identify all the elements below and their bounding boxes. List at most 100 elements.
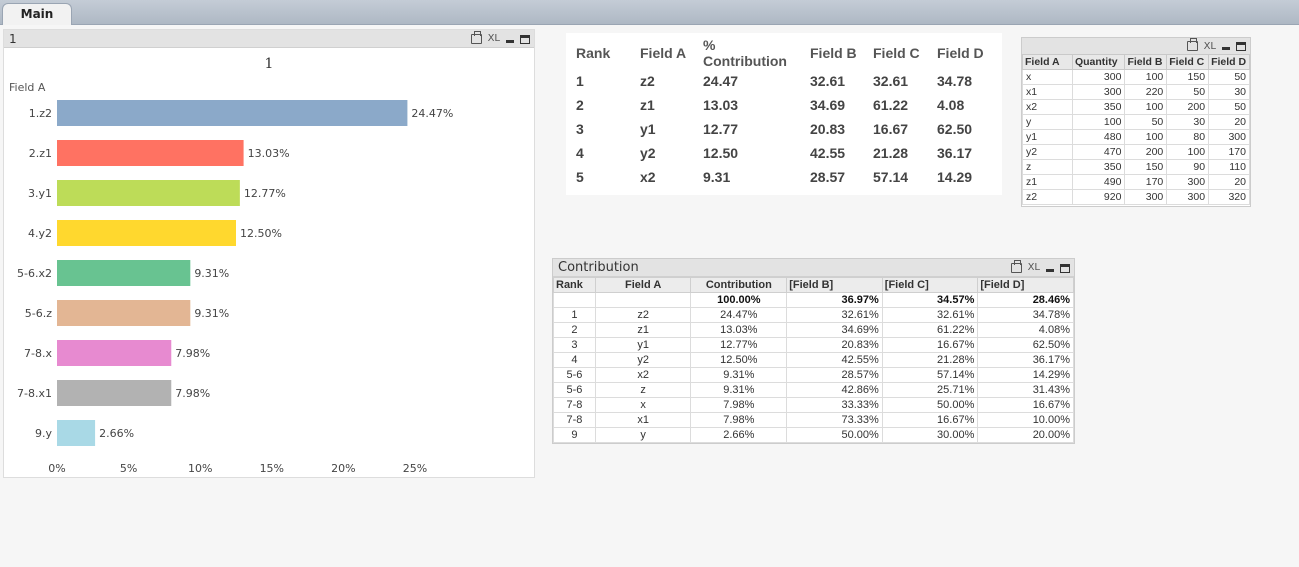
print-icon[interactable] xyxy=(1010,260,1022,273)
column-header[interactable]: [Field B] xyxy=(786,277,883,293)
column-header[interactable]: Field A xyxy=(1022,54,1073,70)
table-row[interactable]: 4 y2 12.50% 42.55% 21.28% 36.17% xyxy=(553,352,1074,368)
column-header[interactable]: Field A xyxy=(640,45,687,61)
bar[interactable] xyxy=(57,420,96,446)
rank-straight-table[interactable]: Rank Field A % Contribution Field B Field C F… xyxy=(566,33,1002,195)
bar[interactable] xyxy=(57,220,236,246)
column-header[interactable]: Rank xyxy=(576,45,611,61)
bar-value-label: 2.66% xyxy=(99,427,134,440)
table-row[interactable]: z 350 150 90 110 xyxy=(1022,159,1250,175)
table-row[interactable]: 7-8 x1 7.98% 73.33% 16.67% 10.00% xyxy=(553,412,1074,428)
table-row[interactable]: y 100 50 30 20 xyxy=(1022,114,1250,130)
column-header[interactable]: [Field D] xyxy=(977,277,1074,293)
table-cell: z1 xyxy=(594,322,692,338)
chart-caption[interactable]: 1 XL xyxy=(4,30,534,48)
x-tick-label: 10% xyxy=(188,462,212,475)
table-cell: 36.17 xyxy=(937,145,973,161)
bar[interactable] xyxy=(57,300,191,326)
table-cell: 50 xyxy=(1208,69,1250,85)
bar[interactable] xyxy=(57,100,408,126)
table-row[interactable]: 9 y 2.66% 50.00% 30.00% 20.00% xyxy=(553,427,1074,443)
column-header[interactable]: Rank xyxy=(553,277,596,293)
bar[interactable] xyxy=(57,140,244,166)
table-row[interactable]: y1 480 100 80 300 xyxy=(1022,129,1250,145)
contribution-caption[interactable]: Contribution XL xyxy=(553,259,1074,277)
table-cell: 4.08 xyxy=(937,97,965,113)
table-row[interactable]: 1 z2 24.47 32.61 32.61 34.78 xyxy=(566,69,991,93)
print-icon[interactable] xyxy=(470,31,482,44)
contribution-table-object[interactable]: Contribution XL Rank Field A Contribution[… xyxy=(552,258,1075,444)
maximize-icon[interactable] xyxy=(520,34,530,44)
column-header[interactable]: Field A xyxy=(594,277,692,293)
table-row[interactable]: z1 490 170 300 20 xyxy=(1022,174,1250,190)
bar-chart-object[interactable]: 1 XL 1 Field A 1.z2 24.47% 2.z1 13.03% 3.y1 12.… xyxy=(3,29,535,478)
xl-export-icon[interactable]: XL xyxy=(487,33,500,44)
column-header[interactable]: Contribution xyxy=(690,277,788,293)
table-cell: 34.69 xyxy=(810,97,846,113)
column-header[interactable]: Field C xyxy=(1166,54,1210,70)
table-cell: x1 xyxy=(594,412,692,428)
table-row[interactable]: 4 y2 12.50 42.55 21.28 36.17 xyxy=(566,141,991,165)
bar[interactable] xyxy=(57,180,240,206)
category-label: 2.z1 xyxy=(29,147,52,160)
table-cell: 20.83% xyxy=(786,337,883,353)
source-data-table-object[interactable]: XL Field A Quantity Field B Field C Field D … xyxy=(1021,37,1251,207)
xl-export-icon[interactable]: XL xyxy=(1027,262,1040,273)
table-row[interactable]: 7-8 x 7.98% 33.33% 50.00% 16.67% xyxy=(553,397,1074,413)
table-cell: 25.71% xyxy=(881,382,979,398)
print-icon[interactable] xyxy=(1186,38,1198,51)
table-row[interactable]: 5-6 x2 9.31% 28.57% 57.14% 14.29% xyxy=(553,367,1074,383)
table-cell: 20 xyxy=(1208,174,1250,190)
bar[interactable] xyxy=(57,340,172,366)
column-header[interactable]: [Field C] xyxy=(881,277,979,293)
column-header[interactable]: Field D xyxy=(937,45,984,61)
bar[interactable] xyxy=(57,260,191,286)
table-row[interactable]: 2 z1 13.03 34.69 61.22 4.08 xyxy=(566,93,991,117)
table-row[interactable]: 1 z2 24.47% 32.61% 32.61% 34.78% xyxy=(553,307,1074,323)
totals-cell: 34.57% xyxy=(881,292,979,308)
table-row[interactable]: x1 300 220 50 30 xyxy=(1022,84,1250,100)
maximize-icon[interactable] xyxy=(1236,41,1246,51)
minimize-icon[interactable] xyxy=(506,40,514,43)
table-cell: 62.50% xyxy=(977,337,1074,353)
table-cell: 12.77 xyxy=(703,121,739,137)
table-cell: 320 xyxy=(1208,189,1250,205)
minimize-icon[interactable] xyxy=(1046,269,1054,272)
table-cell: 14.29% xyxy=(977,367,1074,383)
column-header[interactable]: Field D xyxy=(1208,54,1250,70)
table-row[interactable]: x2 350 100 200 50 xyxy=(1022,99,1250,115)
bar[interactable] xyxy=(57,380,172,406)
minimize-icon[interactable] xyxy=(1222,47,1230,50)
table-cell: 170 xyxy=(1124,174,1168,190)
column-header[interactable]: Quantity xyxy=(1071,54,1126,70)
bar-value-label: 7.98% xyxy=(175,347,210,360)
table-row[interactable]: z2 920 300 300 320 xyxy=(1022,189,1250,205)
table-cell: 100 xyxy=(1166,144,1210,160)
table-row[interactable]: 2 z1 13.03% 34.69% 61.22% 4.08% xyxy=(553,322,1074,338)
table-row[interactable]: 5-6 z 9.31% 42.86% 25.71% 31.43% xyxy=(553,382,1074,398)
column-header[interactable]: % Contribution xyxy=(703,37,787,69)
table-cell: 61.22 xyxy=(873,97,909,113)
table-cell: x xyxy=(594,397,692,413)
table-cell: 9.31 xyxy=(703,169,731,185)
table-cell: 62.50 xyxy=(937,121,973,137)
table-row[interactable]: x 300 100 150 50 xyxy=(1022,69,1250,85)
table-row[interactable]: 5 x2 9.31 28.57 57.14 14.29 xyxy=(566,165,991,189)
maximize-icon[interactable] xyxy=(1060,263,1070,273)
table-row[interactable]: 3 y1 12.77% 20.83% 16.67% 62.50% xyxy=(553,337,1074,353)
tab-main[interactable]: Main xyxy=(2,3,72,25)
table-cell: 5-6 xyxy=(553,382,596,398)
column-header[interactable]: Field B xyxy=(810,45,857,61)
source-table-caption[interactable]: XL xyxy=(1022,38,1250,54)
column-header[interactable]: Field C xyxy=(873,45,920,61)
table-row[interactable]: 3 y1 12.77 20.83 16.67 62.50 xyxy=(566,117,991,141)
table-cell: 150 xyxy=(1166,69,1210,85)
table-cell: x2 xyxy=(640,169,656,185)
table-cell: 3 xyxy=(576,121,584,137)
table-cell: 7.98% xyxy=(690,397,788,413)
xl-export-icon[interactable]: XL xyxy=(1203,40,1216,52)
table-cell: 16.67 xyxy=(873,121,909,137)
table-cell: 42.86% xyxy=(786,382,883,398)
column-header[interactable]: Field B xyxy=(1124,54,1168,70)
table-row[interactable]: y2 470 200 100 170 xyxy=(1022,144,1250,160)
